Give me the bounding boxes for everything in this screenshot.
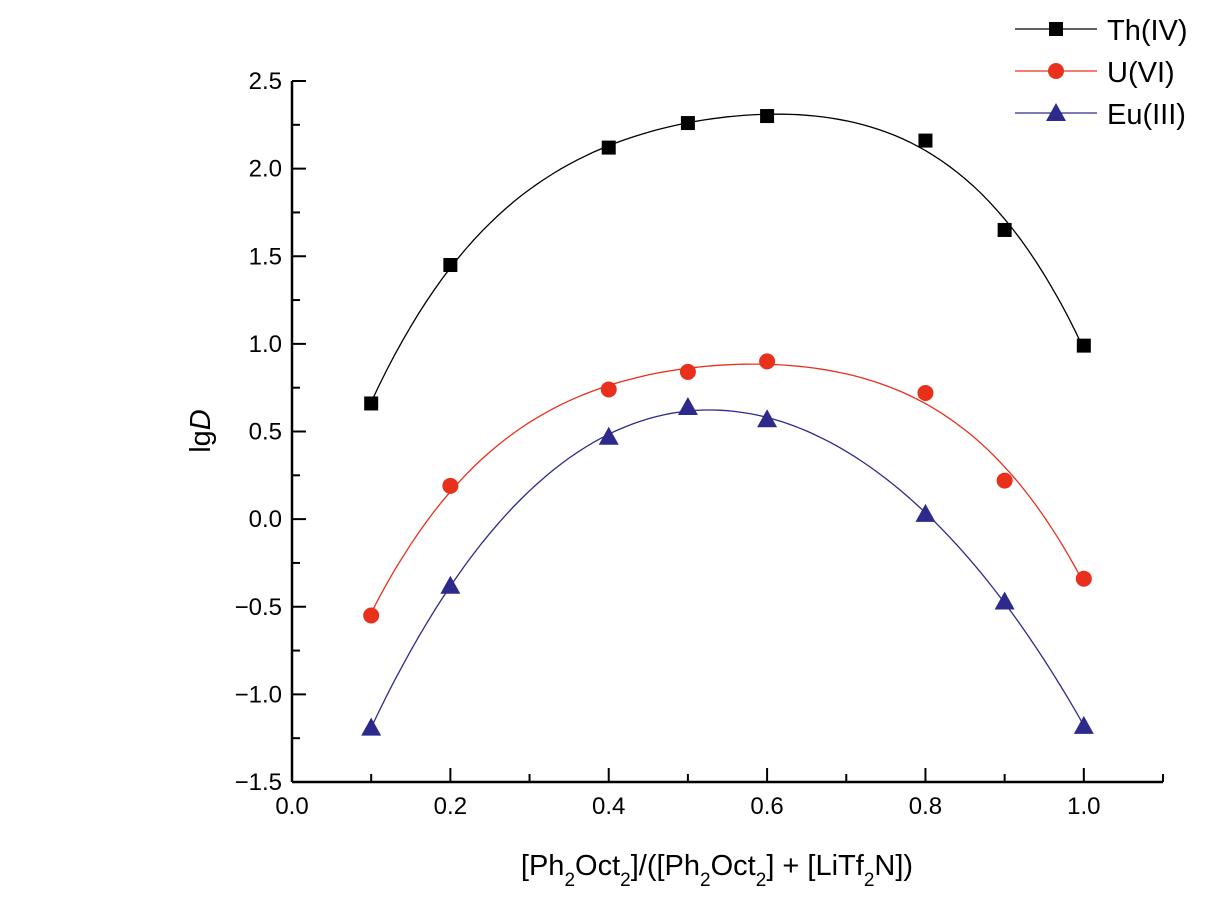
legend-marker <box>1048 63 1064 79</box>
subscript: 2 <box>864 870 875 891</box>
data-point <box>917 384 934 401</box>
y-tick-label: −0.5 <box>235 594 282 621</box>
subscript: 2 <box>564 870 575 891</box>
label-italic: D <box>185 409 217 430</box>
fit-curve-1 <box>370 363 1085 614</box>
y-tick-label: −1.0 <box>235 681 282 708</box>
legend-marker <box>1049 22 1063 36</box>
y-tick-label: 2.5 <box>249 68 282 95</box>
data-point <box>994 591 1015 610</box>
x-axis-label: [Ph2Oct2]/([Ph2Oct2] + [LiTf2N]) <box>521 850 913 891</box>
label-part: lg <box>185 430 217 453</box>
legend-label: U(VI) <box>1107 57 1175 89</box>
y-tick-label: 2.0 <box>249 156 282 183</box>
data-point <box>1073 715 1094 734</box>
subscript: 2 <box>700 870 711 891</box>
label-part: [Ph <box>521 850 565 882</box>
fit-curves <box>370 113 1085 728</box>
x-tick-label: 0.0 <box>275 793 308 820</box>
x-tick-label: 0.6 <box>750 793 783 820</box>
data-point <box>361 717 382 736</box>
data-point <box>757 409 778 428</box>
x-tick-label: 0.4 <box>592 793 625 820</box>
data-point <box>364 396 379 411</box>
y-tick-label: 1.0 <box>249 331 282 358</box>
axes: 0.0 0.2 0.4 0.6 0.8 1.0 −1.5 −1.0 −0.5 0.0 0.5 1.0 1… <box>235 68 1164 820</box>
data-point <box>680 116 695 131</box>
subscript: 2 <box>620 870 631 891</box>
data-point <box>1076 338 1091 353</box>
data-point <box>442 477 459 494</box>
data-point <box>363 607 380 624</box>
x-tick-label: 0.2 <box>434 793 467 820</box>
y-tick-label: 0.0 <box>249 506 282 533</box>
legend-label: Th(IV) <box>1107 15 1188 47</box>
data-point <box>1075 570 1092 587</box>
data-point <box>600 381 617 398</box>
data-point <box>918 133 933 148</box>
data-point <box>915 503 936 522</box>
y-tick-label: 0.5 <box>249 419 282 446</box>
data-point <box>443 258 458 273</box>
label-part: ] + [LiTf <box>766 850 864 882</box>
data-point <box>598 426 619 445</box>
label-part: N]) <box>874 850 913 882</box>
data-point <box>759 353 776 370</box>
subscript: 2 <box>756 870 767 891</box>
label-part: Oct <box>575 850 620 882</box>
y-tick-label: −1.5 <box>235 769 282 796</box>
data-point <box>601 140 616 155</box>
y-tick-label: 1.5 <box>249 243 282 270</box>
data-point <box>997 222 1012 237</box>
fit-curve-0 <box>370 113 1085 403</box>
fit-curve-2 <box>370 409 1085 728</box>
x-tick-label: 0.8 <box>909 793 942 820</box>
x-tick-label: 1.0 <box>1067 793 1100 820</box>
y-axis-label: lgD <box>185 409 217 453</box>
data-point <box>679 363 696 380</box>
legend: Th(IV) U(VI) Eu(III) <box>1015 15 1188 131</box>
label-part: Oct <box>711 850 756 882</box>
data-points <box>361 109 1094 736</box>
data-point <box>996 472 1013 489</box>
legend-marker <box>1046 103 1066 121</box>
data-point <box>677 396 698 415</box>
data-point <box>760 109 775 124</box>
label-part: ]/([Ph <box>631 850 700 882</box>
data-point <box>440 575 461 594</box>
legend-label: Eu(III) <box>1107 99 1186 131</box>
